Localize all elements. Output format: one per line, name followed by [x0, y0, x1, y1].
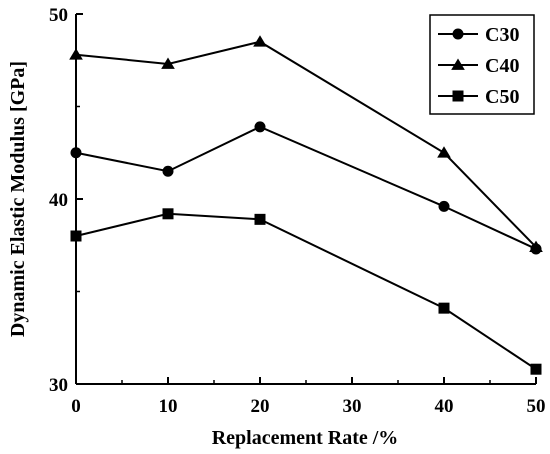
legend: C30 C40 C50: [429, 14, 535, 115]
series-line-c50: [75, 212, 537, 371]
data-point-c40: [253, 35, 267, 47]
data-point-c30: [70, 147, 82, 159]
data-point-c50: [70, 230, 82, 242]
legend-item-c30: C30: [438, 24, 519, 46]
x-axis-title: Replacement Rate /%: [212, 427, 399, 449]
legend-item-c50: C50: [438, 86, 519, 108]
data-point-c50: [438, 302, 450, 314]
data-point-c50: [254, 213, 266, 225]
series-layer: [69, 35, 543, 375]
x-tick-label: 40: [435, 396, 454, 417]
data-point-c50: [530, 363, 542, 375]
data-point-c50: [162, 208, 174, 220]
x-tick-label: 0: [71, 396, 81, 417]
legend-marker-c50: [452, 90, 464, 102]
x-tick-label: 50: [527, 396, 546, 417]
y-ticks: 30 40 50: [49, 5, 83, 396]
x-tick-label: 30: [343, 396, 362, 417]
legend-label: C40: [485, 55, 519, 77]
data-point-c40: [69, 48, 83, 60]
data-point-c30: [162, 165, 174, 177]
legend-marker-c40: [451, 58, 465, 70]
y-tick-label: 50: [49, 5, 68, 26]
series-c50: [70, 208, 542, 375]
y-tick-label: 30: [49, 375, 68, 396]
data-point-c30: [438, 200, 450, 212]
data-point-c40: [437, 146, 451, 158]
data-point-c30: [254, 121, 266, 133]
x-tick-label: 20: [251, 396, 270, 417]
legend-label: C30: [485, 24, 519, 46]
y-tick-label: 40: [49, 190, 68, 211]
data-point-c40: [529, 240, 543, 252]
x-tick-label: 10: [159, 396, 178, 417]
y-axis-title: Dynamic Elastic Modulus [GPa]: [7, 61, 29, 337]
series-c40: [69, 35, 543, 252]
x-ticks: 0 10 20 30 40 50: [71, 377, 546, 417]
legend-label: C50: [485, 86, 519, 108]
series-c30: [70, 121, 542, 255]
legend-marker-c30: [452, 28, 464, 40]
legend-item-c40: C40: [438, 55, 519, 77]
series-line-c30: [75, 125, 537, 250]
data-point-c40: [161, 57, 175, 69]
